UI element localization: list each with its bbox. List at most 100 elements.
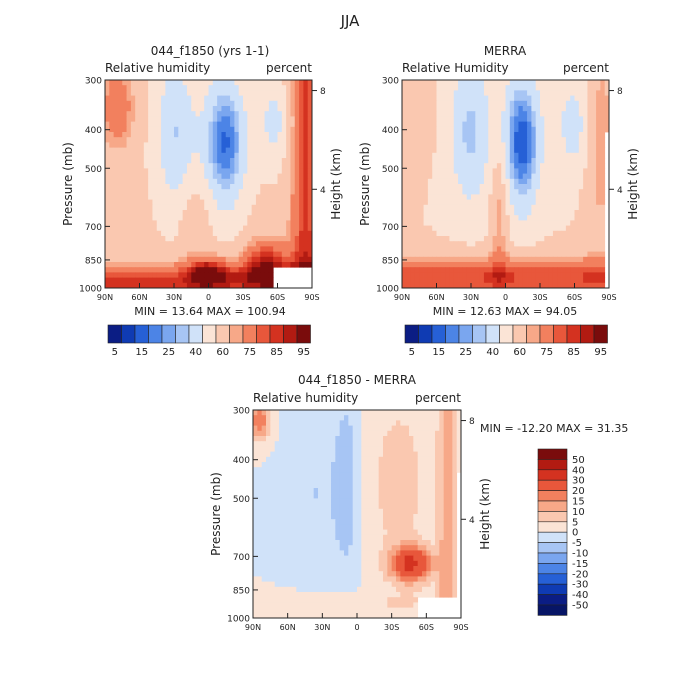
- heatmap-cell: [156, 230, 162, 237]
- heatmap-cell: [527, 215, 532, 221]
- heatmap-cell: [361, 451, 367, 458]
- heatmap-cell: [436, 184, 442, 190]
- heatmap-cell: [466, 204, 472, 211]
- heatmap-cell: [544, 106, 550, 112]
- heatmap-cell: [156, 241, 162, 247]
- heatmap-cell: [217, 163, 222, 169]
- heatmap-cell: [540, 262, 545, 268]
- heatmap-cell: [414, 204, 420, 211]
- heatmap-cell: [505, 215, 511, 221]
- heatmap-cell: [483, 158, 489, 164]
- heatmap-cell: [565, 121, 571, 128]
- heatmap-cell: [417, 519, 423, 525]
- heatmap-cell: [247, 163, 253, 169]
- heatmap-cell: [274, 420, 280, 426]
- heatmap-cell: [268, 80, 274, 86]
- heatmap-cell: [561, 204, 567, 211]
- heatmap-cell: [212, 100, 218, 107]
- heatmap-cell: [281, 90, 287, 96]
- heatmap-cell: [422, 430, 427, 437]
- heatmap-cell: [217, 236, 222, 242]
- heatmap-cell: [591, 163, 597, 169]
- heatmap-cell: [307, 168, 313, 174]
- heatmap-cell: [331, 503, 336, 510]
- heatmap-cell: [471, 251, 476, 258]
- heatmap-cell: [531, 272, 537, 278]
- heatmap-cell: [419, 251, 424, 258]
- heatmap-cell: [165, 189, 171, 195]
- heatmap-cell: [378, 508, 384, 515]
- heatmap-cell: [253, 462, 258, 468]
- heatmap-cell: [548, 236, 554, 242]
- heatmap-cell: [156, 95, 162, 102]
- heatmap-cell: [483, 168, 489, 174]
- heatmap-cell: [561, 137, 567, 143]
- heatmap-cell: [322, 451, 328, 458]
- heatmap-cell: [419, 267, 424, 273]
- heatmap-cell: [402, 137, 407, 143]
- heatmap-cell: [255, 173, 261, 180]
- heatmap-cell: [544, 277, 550, 284]
- heatmap-cell: [255, 95, 261, 102]
- heatmap-cell: [217, 230, 222, 237]
- heatmap-cell: [296, 477, 302, 484]
- heatmap-cell: [570, 267, 575, 273]
- heatmap-cell: [352, 493, 358, 499]
- y2-tick-label: 8: [320, 87, 326, 97]
- heatmap-cell: [113, 163, 119, 169]
- heatmap-cell: [174, 184, 179, 190]
- heatmap-cell: [165, 132, 171, 138]
- heatmap-cell: [483, 173, 489, 180]
- heatmap-cell: [299, 262, 304, 268]
- heatmap-cell: [409, 514, 414, 520]
- heatmap-cell: [287, 451, 293, 458]
- heatmap-cell: [318, 436, 323, 442]
- heatmap-cell: [578, 215, 584, 221]
- heatmap-cell: [448, 514, 453, 520]
- heatmap-cell: [117, 241, 123, 247]
- heatmap-cell: [578, 85, 584, 91]
- heatmap-cell: [264, 246, 270, 252]
- heatmap-cell: [234, 163, 240, 169]
- heatmap-cell: [400, 456, 406, 463]
- heatmap-cell: [600, 111, 606, 117]
- heatmap-cell: [435, 415, 440, 421]
- heatmap-cell: [117, 225, 123, 232]
- heatmap-cell: [230, 100, 235, 107]
- heatmap-cell: [234, 106, 240, 112]
- heatmap-cell: [514, 277, 519, 284]
- heatmap-cell: [212, 199, 218, 206]
- heatmap-cell: [587, 215, 593, 221]
- heatmap-cell: [544, 256, 550, 263]
- heatmap-cell: [247, 230, 253, 237]
- heatmap-cell: [522, 277, 528, 284]
- heatmap-cell: [139, 100, 145, 107]
- heatmap-cell: [448, 446, 453, 452]
- heatmap-cell: [174, 168, 179, 174]
- heatmap-cell: [471, 142, 476, 148]
- heatmap-cell: [496, 168, 502, 174]
- heatmap-cell: [182, 116, 188, 122]
- y-tick-label: 500: [382, 165, 399, 175]
- heatmap-cell: [578, 116, 584, 122]
- variable-label: Relative Humidity: [402, 61, 509, 75]
- heatmap-cell: [404, 420, 410, 426]
- heatmap-cell: [105, 184, 110, 190]
- heatmap-cell: [195, 272, 201, 278]
- heatmap-cell: [152, 194, 158, 200]
- heatmap-cell: [290, 189, 296, 195]
- heatmap-cell: [178, 95, 184, 102]
- heatmap-cell: [357, 493, 362, 499]
- heatmap-cell: [488, 137, 493, 143]
- heatmap-cell: [217, 210, 222, 216]
- heatmap-cell: [143, 111, 149, 117]
- heatmap-cell: [410, 282, 416, 289]
- heatmap-cell: [578, 95, 584, 102]
- heatmap-cell: [565, 126, 571, 133]
- heatmap-cell: [501, 80, 506, 86]
- heatmap-cell: [471, 111, 476, 117]
- heatmap-cell: [587, 178, 593, 185]
- heatmap-cell: [361, 472, 367, 478]
- heatmap-cell: [436, 272, 442, 278]
- heatmap-cell: [156, 132, 162, 138]
